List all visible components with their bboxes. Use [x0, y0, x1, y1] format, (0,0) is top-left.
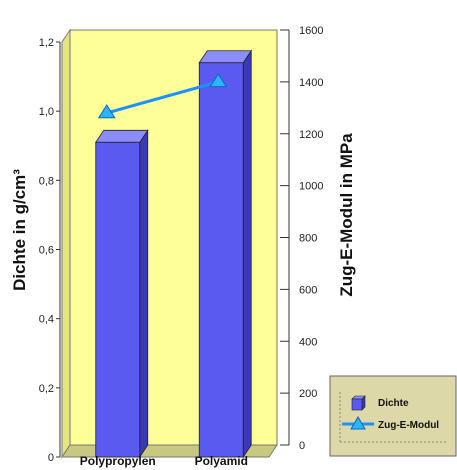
right-tick-label: 0	[299, 440, 305, 452]
right-tick-label: 1200	[299, 129, 323, 141]
bar-polypropylen	[95, 128, 149, 459]
y-axis-title-left: Dichte in g/cm³	[10, 169, 29, 291]
bar-top	[95, 129, 149, 143]
right-tick-label: 400	[299, 336, 317, 348]
left-tick-label: 1,0	[39, 106, 54, 118]
bar-front	[198, 62, 244, 458]
legend-marker	[350, 416, 366, 430]
legend-bar-front	[351, 398, 363, 411]
zug-e-modul-marker	[209, 72, 228, 88]
legend-box	[329, 375, 457, 457]
left-tick-label: 0,8	[39, 175, 54, 187]
left-axis: 0 0,2 0,4 0,6 0,8 1,0 1,2	[39, 37, 61, 464]
left-tick-label: 0,4	[39, 314, 54, 326]
category-labels: Polypropylen Polyamid	[80, 454, 248, 468]
right-tick-label: 200	[299, 388, 317, 400]
legend-label: Zug-E-Modul	[378, 420, 439, 431]
left-tick-label: 0,2	[39, 383, 54, 395]
bar-series-dichte	[95, 49, 252, 459]
right-axis: 0 200 400 600 800 1000 1200 1400 1600	[280, 25, 323, 452]
legend-entry-zug-e-modul: Zug-E-Modul	[342, 416, 439, 431]
bar-side	[139, 128, 149, 459]
right-tick-label: 1400	[299, 77, 323, 89]
bar-top	[198, 50, 252, 64]
bar-polyamid	[198, 49, 252, 459]
zug-e-modul-line	[106, 80, 219, 115]
zug-e-modul-marker	[97, 104, 116, 119]
category-label: Polyamid	[195, 454, 248, 468]
legend: Dichte Zug-E-Modul	[329, 375, 457, 457]
line-series-zug-e-modul	[97, 72, 228, 119]
left-tick-label: 0	[48, 452, 54, 464]
left-tick-label: 1,2	[39, 37, 54, 49]
y-axis-title-right: Zug-E-Modul in MPa	[337, 133, 356, 297]
legend-label: Dichte	[378, 398, 409, 409]
legend-entry-dichte: Dichte	[351, 395, 409, 411]
right-tick-label: 1600	[299, 25, 323, 37]
bar-front	[95, 141, 141, 458]
right-tick-label: 600	[299, 284, 317, 296]
plot-side-wall	[61, 28, 71, 459]
left-tick-label: 0,6	[39, 245, 54, 257]
right-tick-label: 1000	[299, 181, 323, 193]
bar-side	[242, 49, 252, 459]
category-label: Polypropylen	[80, 454, 156, 468]
right-tick-label: 800	[299, 233, 317, 245]
